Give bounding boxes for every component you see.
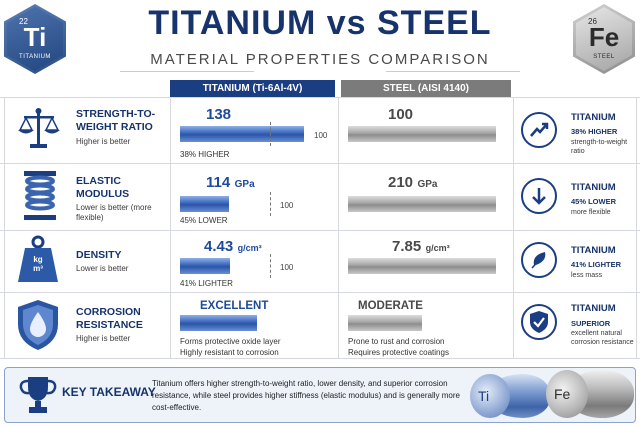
result-note-density: less mass xyxy=(571,272,603,279)
row-divider xyxy=(0,97,640,98)
table-border-left xyxy=(4,97,5,359)
ti-name: TITANIUM xyxy=(19,54,51,60)
trend-up-icon xyxy=(521,112,557,148)
reference-value: 100 xyxy=(280,263,294,272)
ti-sub-corrosion: Forms protective oxide layer Highly resi… xyxy=(180,337,281,357)
st-bar-strength xyxy=(348,126,496,142)
result-strong-density: 41% LIGHTER xyxy=(571,260,622,269)
spring-icon xyxy=(16,168,64,224)
key-takeaway-text: Titanium offers higher strength-to-weigh… xyxy=(152,379,460,412)
result-title-corrosion: TITANIUM xyxy=(571,303,616,314)
result-strong-corrosion: SUPERIOR xyxy=(571,319,611,328)
ti-atomic-number: 22 xyxy=(19,17,28,26)
result-title-density: TITANIUM xyxy=(571,245,616,256)
result-note-strength: strength-to-weight ratio xyxy=(571,139,628,155)
steel-column-header: STEEL (AISI 4140) xyxy=(341,80,511,97)
st-value-strength: 100 xyxy=(388,106,414,123)
row-note-strength: Higher is better xyxy=(76,137,131,146)
shield-drop-icon xyxy=(14,298,62,352)
trophy-icon xyxy=(18,373,58,417)
reference-line xyxy=(270,192,271,216)
ti-bar-modulus xyxy=(180,196,229,212)
fe-name: STEEL xyxy=(593,54,615,60)
result-strong-strength: 38% HIGHER xyxy=(571,127,618,136)
result-note-corrosion: excellent natural corrosion resistance xyxy=(571,330,634,346)
ti-symbol: Ti xyxy=(23,22,47,52)
ti-bar-corrosion xyxy=(180,315,257,331)
weight-icon-text: kg m³ xyxy=(33,255,43,273)
row-label-modulus: ELASTIC MODULUS xyxy=(76,175,130,200)
key-takeaway-label: KEY TAKEAWAY xyxy=(62,385,156,399)
st-bar-modulus xyxy=(348,196,496,212)
page-subtitle: MATERIAL PROPERTIES COMPARISON xyxy=(150,51,490,68)
row-label-corrosion: CORROSION RESISTANCE xyxy=(76,306,143,331)
row-note-corrosion: Higher is better xyxy=(76,334,131,343)
st-bar-density xyxy=(348,258,496,274)
ti-bar-strength xyxy=(180,126,304,142)
weight-icon: kg m³ xyxy=(16,234,60,286)
st-bar-corrosion xyxy=(348,315,422,331)
st-value-density: 7.85 g/cm³ xyxy=(392,238,450,255)
table-border-right xyxy=(636,97,637,359)
st-value-corrosion: MODERATE xyxy=(358,300,423,312)
row-note-density: Lower is better xyxy=(76,264,129,273)
title-divider-right xyxy=(386,71,520,72)
reference-line xyxy=(270,122,271,146)
column-divider xyxy=(170,97,171,359)
titanium-rod-end xyxy=(470,374,510,418)
ti-value-modulus: 114 GPa xyxy=(206,174,255,191)
column-divider xyxy=(338,97,339,359)
ti-value-corrosion: EXCELLENT xyxy=(200,300,269,312)
reference-line xyxy=(270,254,271,278)
fe-atomic-number: 26 xyxy=(588,17,597,26)
column-divider xyxy=(513,97,514,359)
steel-rod-label: Fe xyxy=(554,386,571,402)
ti-value-strength: 138 xyxy=(206,106,232,123)
ti-sub-density: 41% LIGHTER xyxy=(180,279,233,288)
row-divider xyxy=(0,292,640,293)
ti-value-density: 4.43 g/cm³ xyxy=(204,238,262,255)
shield-check-icon xyxy=(521,304,557,340)
row-divider xyxy=(0,163,640,164)
fe-symbol: Fe xyxy=(588,22,620,52)
reference-value: 100 xyxy=(280,201,294,210)
result-title-strength: TITANIUM xyxy=(571,112,616,123)
steel-rod-end xyxy=(546,370,588,418)
arrow-down-icon xyxy=(521,178,557,214)
result-title-modulus: TITANIUM xyxy=(571,182,616,193)
page-title: TITANIUM vs STEEL xyxy=(148,4,492,42)
scale-icon xyxy=(14,104,64,154)
row-label-density: DENSITY xyxy=(76,249,122,261)
result-strong-modulus: 45% LOWER xyxy=(571,197,617,206)
row-divider xyxy=(0,230,640,231)
ti-sub-strength: 38% HIGHER xyxy=(180,150,230,159)
titanium-element-badge: 22 Ti TITANIUM xyxy=(4,4,66,74)
titanium-column-header: TITANIUM (Ti-6Al-4V) xyxy=(170,80,335,97)
st-value-modulus: 210 GPa xyxy=(388,174,438,191)
ti-bar-density xyxy=(180,258,230,274)
row-label-strength: STRENGTH-TO-WEIGHT RATIO xyxy=(76,108,156,133)
titanium-rod-label: Ti xyxy=(478,388,490,404)
ti-sub-modulus: 45% LOWER xyxy=(180,216,228,225)
st-sub-corrosion: Prone to rust and corrosion Requires pro… xyxy=(348,337,449,357)
result-note-modulus: more flexible xyxy=(571,209,611,216)
reference-value: 100 xyxy=(314,131,328,140)
title-divider-left xyxy=(120,71,254,72)
row-divider xyxy=(0,358,640,359)
row-note-modulus: Lower is better (more flexible) xyxy=(76,203,152,222)
feather-icon xyxy=(521,242,557,278)
